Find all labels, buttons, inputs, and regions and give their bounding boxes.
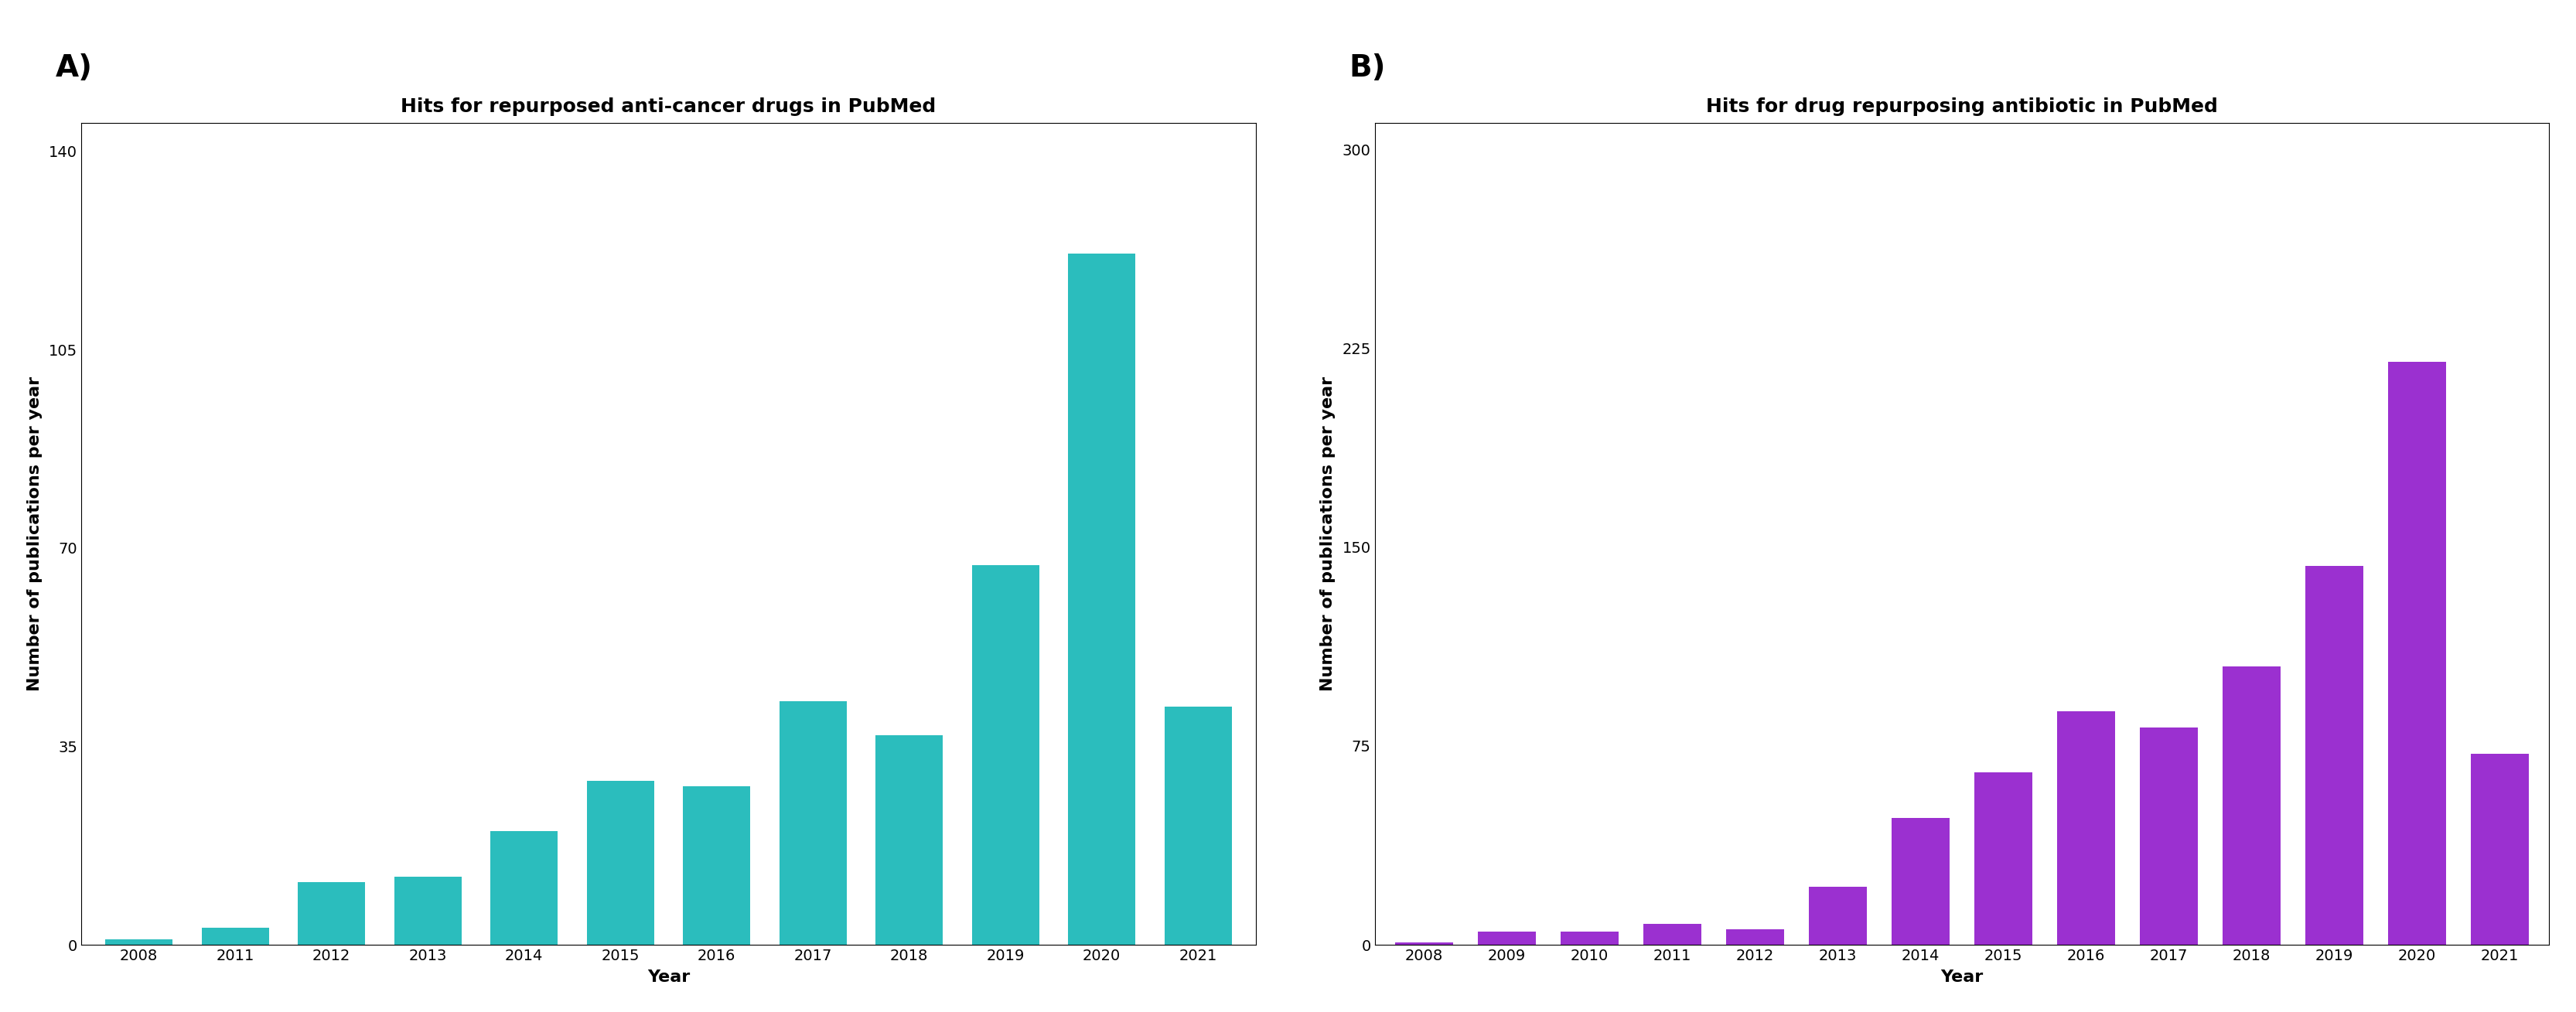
Bar: [2470, 754, 2530, 945]
Bar: [1164, 706, 1231, 945]
X-axis label: Year: Year: [1940, 969, 1984, 985]
Bar: [778, 701, 848, 945]
Title: Hits for drug repurposing antibiotic in PubMed: Hits for drug repurposing antibiotic in …: [1705, 98, 2218, 116]
Bar: [1069, 253, 1136, 945]
Bar: [1973, 772, 2032, 945]
Bar: [876, 735, 943, 945]
Bar: [2058, 711, 2115, 945]
Bar: [394, 876, 461, 945]
Bar: [2306, 566, 2362, 945]
Bar: [2388, 361, 2445, 945]
Bar: [1808, 887, 1868, 945]
Bar: [1479, 932, 1535, 945]
Bar: [587, 780, 654, 945]
Y-axis label: Number of publications per year: Number of publications per year: [26, 376, 41, 691]
Bar: [201, 928, 268, 945]
Bar: [489, 832, 559, 945]
Text: B): B): [1350, 54, 1386, 83]
Bar: [1396, 942, 1453, 945]
Bar: [1561, 932, 1618, 945]
Title: Hits for repurposed anti-cancer drugs in PubMed: Hits for repurposed anti-cancer drugs in…: [402, 98, 935, 116]
Bar: [2223, 667, 2280, 945]
Bar: [299, 882, 366, 945]
Bar: [1891, 818, 1950, 945]
Bar: [971, 565, 1038, 945]
Bar: [1643, 924, 1700, 945]
Bar: [1726, 929, 1785, 945]
Y-axis label: Number of publications per year: Number of publications per year: [1319, 376, 1334, 691]
Bar: [683, 786, 750, 945]
Bar: [2141, 728, 2197, 945]
Bar: [106, 939, 173, 945]
Text: A): A): [57, 54, 93, 83]
X-axis label: Year: Year: [647, 969, 690, 985]
